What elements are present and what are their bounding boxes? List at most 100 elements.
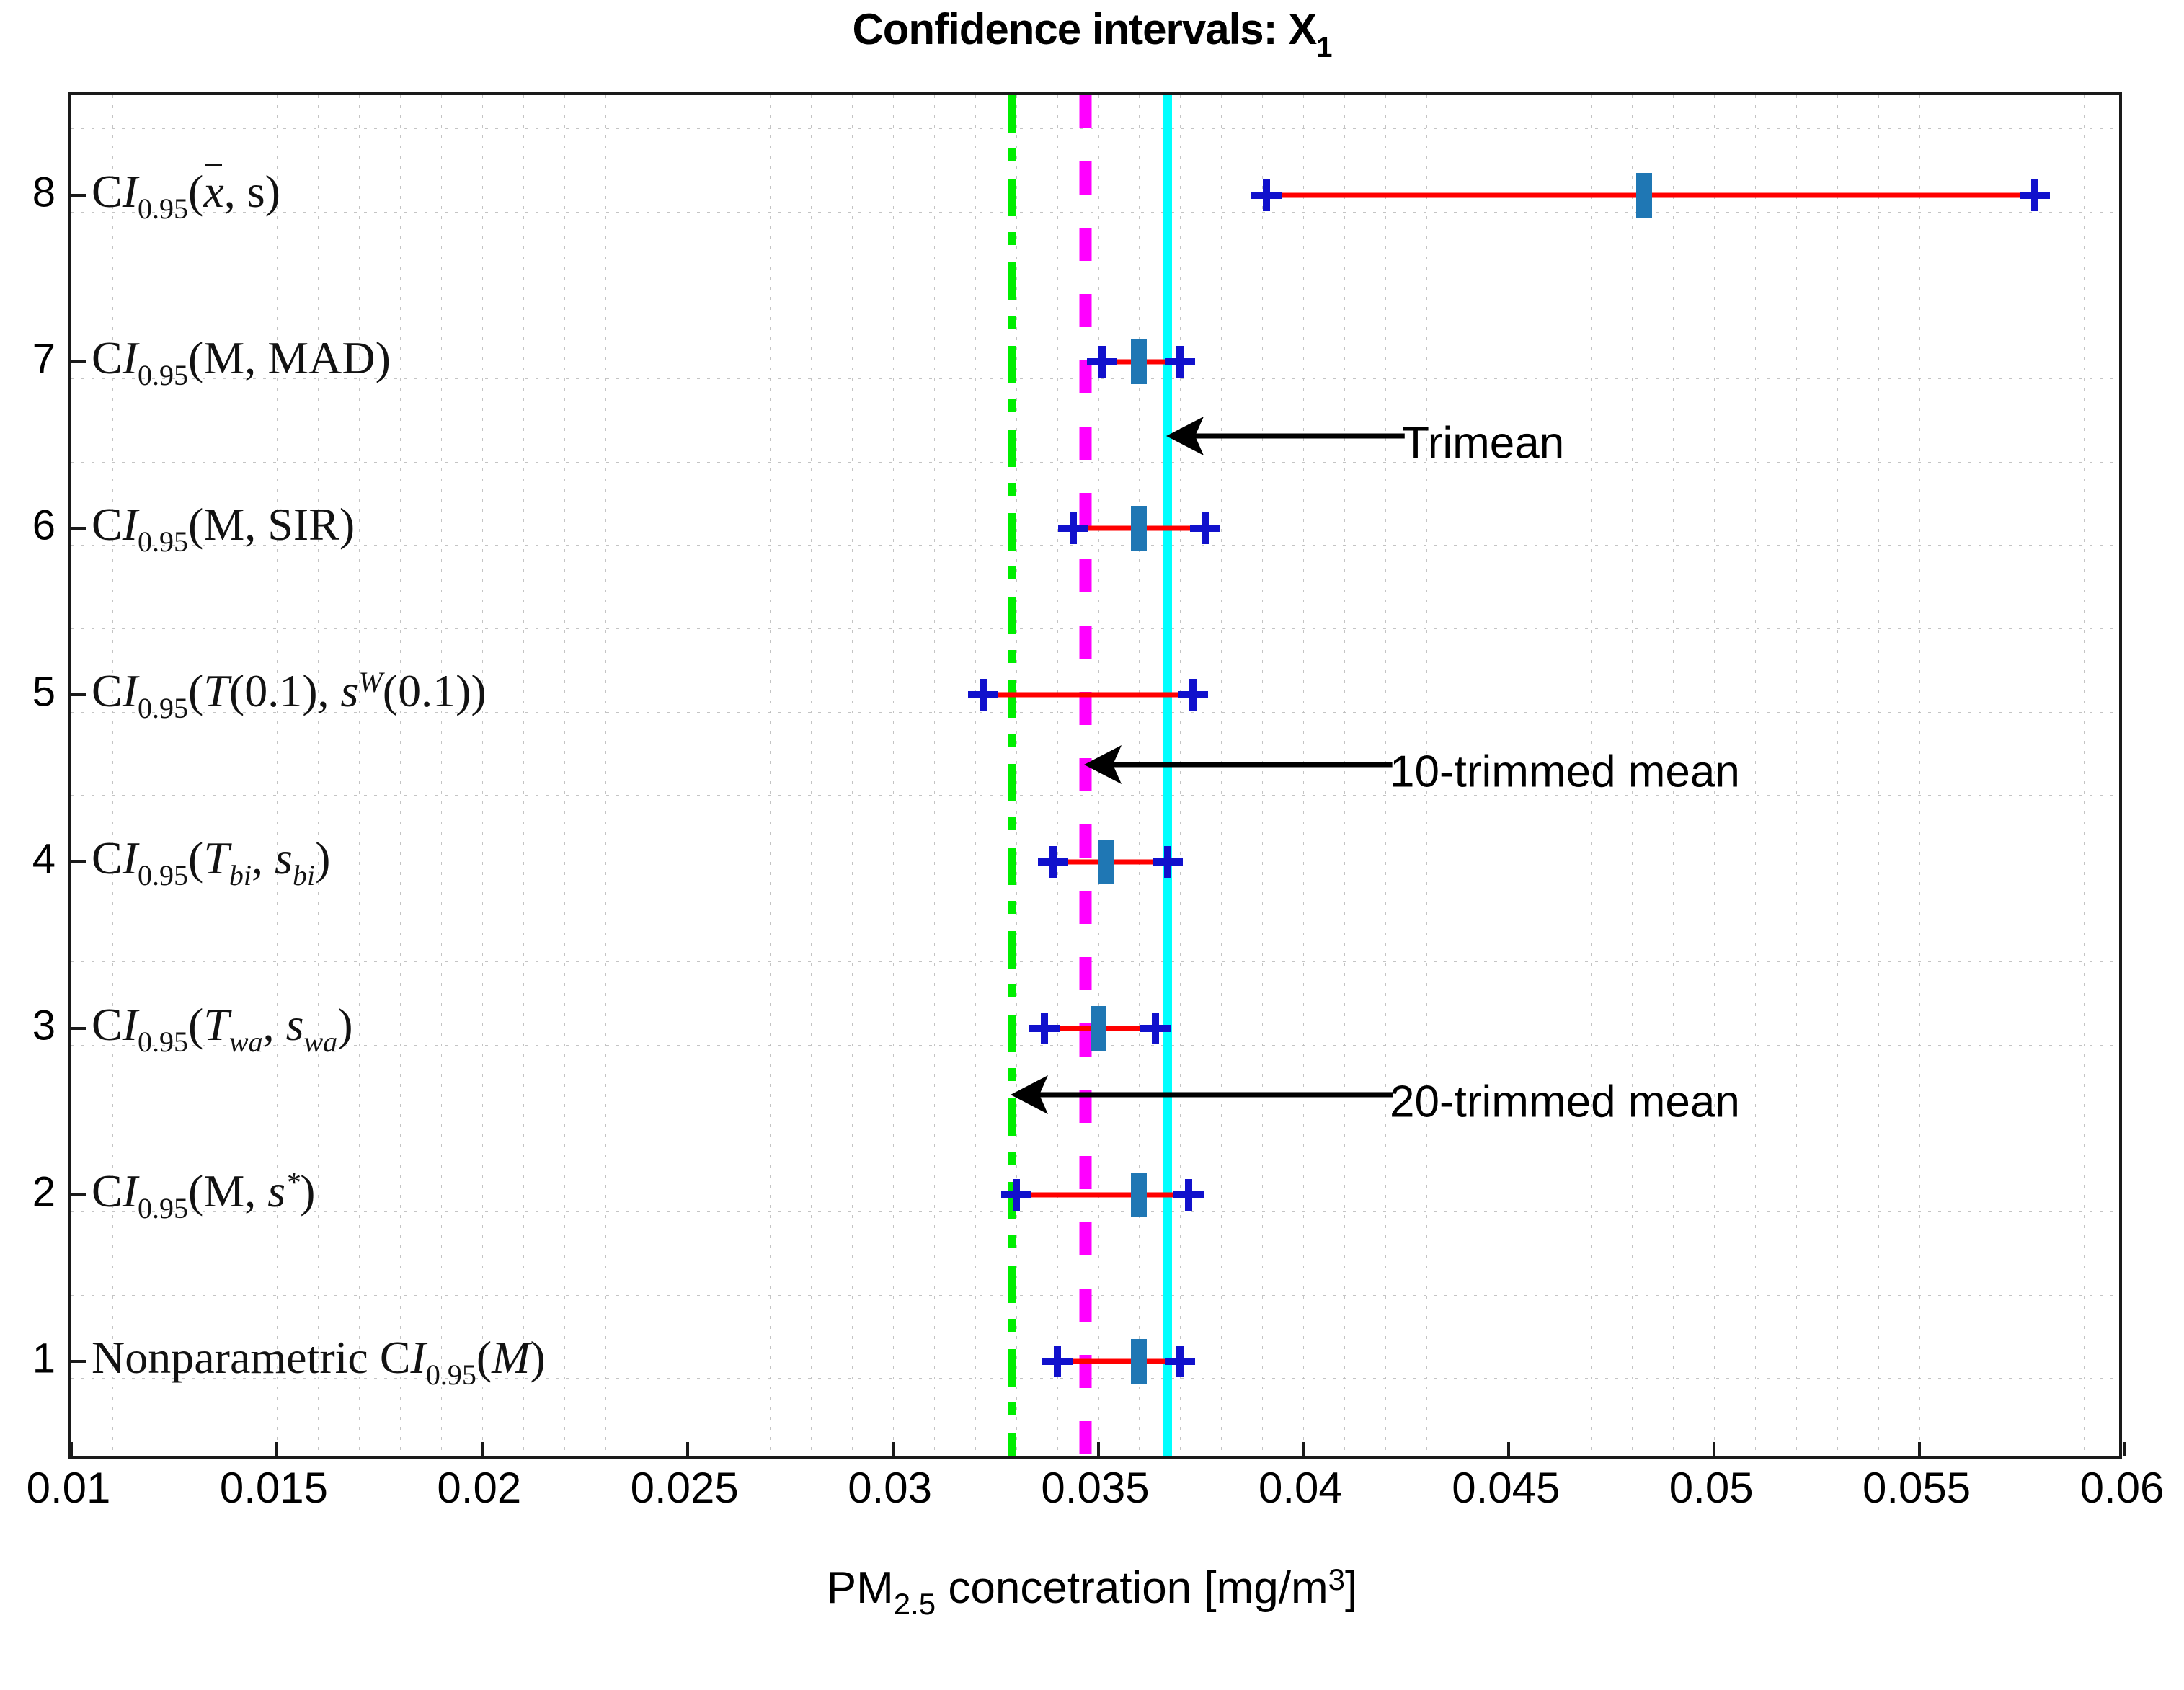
y-axis-tick	[71, 360, 86, 363]
x-axis-tick	[891, 1442, 895, 1456]
grid-line-vertical	[1878, 95, 1880, 1456]
y-axis-tick-label: 6	[32, 502, 56, 549]
y-axis-tick-labels: 1 2 3 4 5 6 7 8	[0, 92, 68, 1459]
ci-lower-endpoint-marker	[1058, 512, 1089, 545]
x-axis-tick-label: 0.03	[848, 1464, 932, 1512]
annotation-arrow	[1165, 407, 1406, 465]
grid-line-vertical	[975, 95, 976, 1456]
x-axis-tick-label: 0.04	[1259, 1464, 1343, 1512]
ci-lower-endpoint-marker	[1042, 1346, 1073, 1378]
grid-line-horizontal	[71, 211, 2119, 213]
x-axis-tick-label: 0.055	[1863, 1464, 1971, 1512]
series-row-label: CI0.95(T(0.1), sW(0.1))	[92, 665, 487, 725]
x-axis-tick-label: 0.02	[437, 1464, 522, 1512]
series-row-label: CI0.95(M, MAD)	[92, 332, 391, 391]
grid-line-vertical	[892, 95, 894, 1456]
x-axis-title-main: PM	[826, 1563, 894, 1613]
series-row-label: CI0.95(M, s*)	[92, 1165, 316, 1225]
grid-line-vertical	[1057, 95, 1058, 1456]
x-axis-title-subscript: 2.5	[893, 1587, 936, 1621]
x-axis-tick	[1096, 1442, 1100, 1456]
confidence-interval-bar	[1057, 1358, 1181, 1364]
y-axis-tick	[71, 1193, 86, 1197]
series-row-label: CI0.95(Twa, swa)	[92, 998, 353, 1058]
x-axis-tick	[275, 1442, 278, 1456]
x-axis-tick	[70, 1442, 73, 1456]
grid-line-vertical	[276, 95, 278, 1456]
y-axis-tick-label: 5	[32, 668, 56, 716]
ci-lower-endpoint-marker	[1037, 845, 1068, 878]
series-row-label: CI0.95(Tbi, sbi)	[92, 832, 331, 891]
ci-upper-endpoint-marker	[1173, 1179, 1204, 1211]
y-axis-tick	[71, 1026, 86, 1030]
reference-line-10-trimmed-mean	[1079, 95, 1092, 1456]
x-axis-title-rest: concetration [mg/m	[936, 1563, 1328, 1613]
y-axis-tick	[71, 527, 86, 530]
x-axis-tick	[1302, 1442, 1305, 1456]
grid-line-vertical	[1837, 95, 1839, 1456]
ci-center-marker	[1636, 172, 1653, 218]
grid-line-horizontal	[71, 628, 2119, 629]
chart-title-subscript: 1	[1316, 32, 1332, 63]
ci-upper-endpoint-marker	[1165, 345, 1196, 378]
annotation-label: Trimean	[1402, 418, 1565, 468]
grid-line-vertical	[358, 95, 360, 1456]
x-axis-tick	[1507, 1442, 1511, 1456]
y-axis-tick-label: 3	[32, 1002, 56, 1049]
ci-upper-endpoint-marker	[1140, 1012, 1171, 1044]
ci-upper-endpoint-marker	[1189, 512, 1220, 545]
ci-lower-endpoint-marker	[1000, 1179, 1031, 1211]
grid-line-horizontal	[71, 961, 2119, 963]
x-axis-tick-label: 0.01	[26, 1464, 111, 1512]
grid-line-horizontal	[71, 1211, 2119, 1213]
y-axis-tick-label: 4	[32, 835, 56, 883]
ci-lower-endpoint-marker	[967, 679, 998, 711]
ci-center-marker	[1131, 1339, 1148, 1384]
grid-line-vertical	[1796, 95, 1798, 1456]
ci-lower-endpoint-marker	[1087, 345, 1118, 378]
grid-line-vertical	[481, 95, 483, 1456]
grid-line-vertical	[769, 95, 771, 1456]
grid-line-vertical	[523, 95, 524, 1456]
grid-line-vertical	[1016, 95, 1017, 1456]
ci-upper-endpoint-marker	[1177, 679, 1208, 711]
y-axis-tick-label: 8	[32, 169, 56, 216]
ci-lower-endpoint-marker	[1251, 179, 1282, 211]
x-axis-tick-label: 0.06	[2079, 1464, 2165, 1512]
x-axis-tick	[1918, 1442, 1922, 1456]
y-axis-tick	[71, 693, 86, 697]
ci-upper-endpoint-marker	[1165, 1346, 1196, 1378]
grid-line-horizontal	[71, 461, 2119, 463]
x-axis-tick-label: 0.045	[1452, 1464, 1561, 1512]
y-axis-tick-label: 1	[32, 1335, 56, 1382]
confidence-interval-bar	[1016, 1192, 1189, 1198]
x-axis-tick-label: 0.05	[1669, 1464, 1754, 1512]
annotation-label: 10-trimmed mean	[1390, 747, 1740, 797]
grid-line-vertical	[2084, 95, 2085, 1456]
annotation-arrow	[1083, 736, 1393, 793]
grid-line-vertical	[933, 95, 935, 1456]
x-axis-tick	[685, 1442, 689, 1456]
grid-line-horizontal	[71, 128, 2119, 130]
y-axis-tick	[71, 1360, 86, 1364]
grid-line-vertical	[851, 95, 853, 1456]
grid-line-vertical	[1919, 95, 1921, 1456]
reference-line-20-trimmed-mean	[1008, 95, 1016, 1456]
confidence-interval-bar	[982, 692, 1193, 698]
ci-center-marker	[1090, 1005, 1106, 1051]
grid-line-vertical	[112, 95, 113, 1456]
annotation-arrow	[1009, 1066, 1393, 1124]
y-axis-tick	[71, 860, 86, 863]
grid-line-horizontal	[71, 545, 2119, 546]
x-axis-tick	[480, 1442, 484, 1456]
chart-title-main: Confidence intervals: X	[852, 5, 1317, 53]
y-axis-tick-label: 2	[32, 1168, 56, 1216]
grid-line-vertical	[440, 95, 442, 1456]
annotation-label: 20-trimmed mean	[1390, 1077, 1740, 1127]
x-axis-tick-label: 0.035	[1041, 1464, 1150, 1512]
ci-center-marker	[1131, 506, 1148, 551]
grid-line-vertical	[1755, 95, 1757, 1456]
x-axis-title: PM2.5 concetration [mg/m3]	[0, 1562, 2184, 1622]
ci-upper-endpoint-marker	[2019, 179, 2050, 211]
x-axis-title-superscript: 3	[1328, 1562, 1345, 1596]
